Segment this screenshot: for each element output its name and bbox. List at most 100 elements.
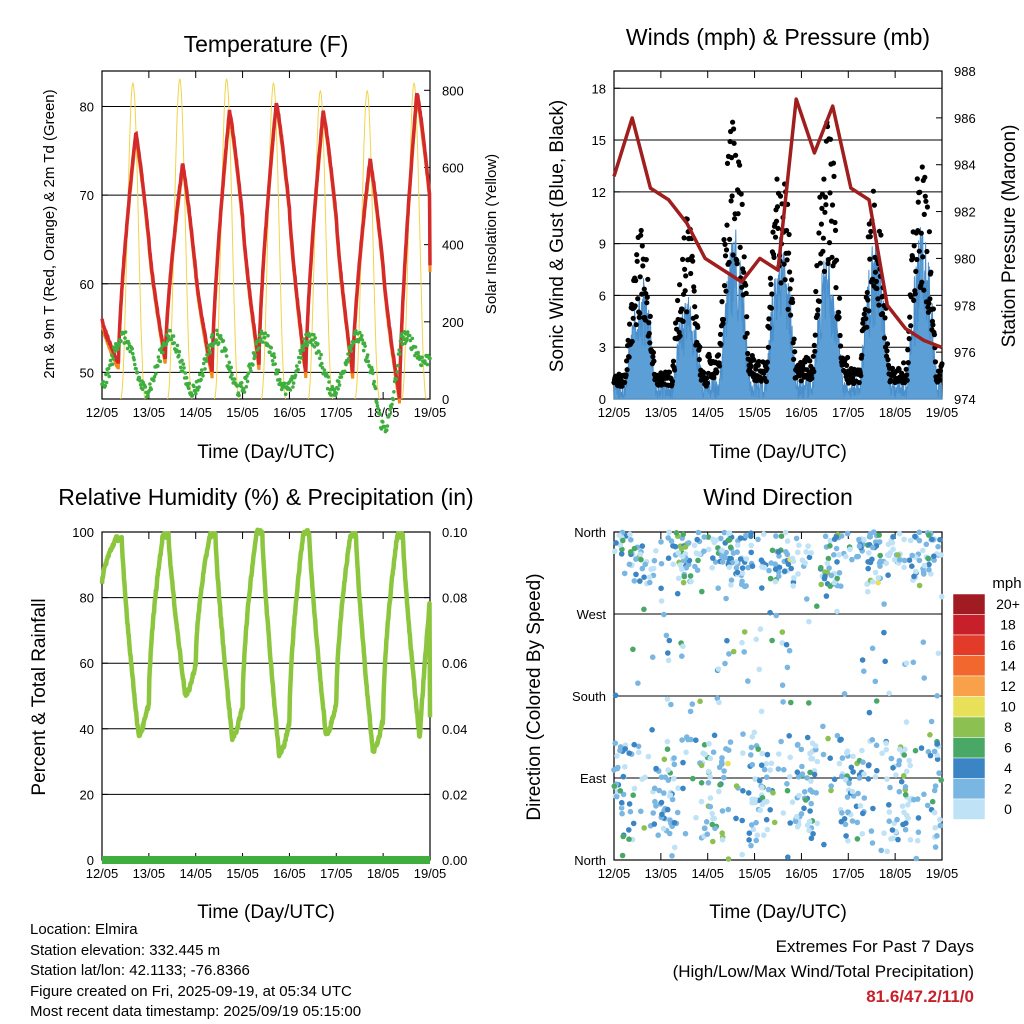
direction-dot bbox=[674, 590, 681, 597]
dewpoint-dot bbox=[327, 380, 331, 384]
gust-dot bbox=[723, 288, 729, 294]
direction-dot bbox=[749, 734, 756, 740]
humidity-x-label: Time (Day/UTC) bbox=[197, 902, 335, 923]
gust-dot bbox=[689, 253, 695, 259]
direction-dot bbox=[935, 650, 942, 657]
gust-dot bbox=[730, 119, 736, 125]
direction-y-tick-label: West bbox=[577, 607, 607, 622]
gust-dot bbox=[827, 136, 834, 142]
direction-dot bbox=[855, 790, 861, 797]
direction-dot bbox=[651, 821, 658, 827]
legend-label: 18 bbox=[1000, 617, 1016, 633]
direction-dot bbox=[785, 561, 792, 567]
direction-dot bbox=[658, 539, 664, 545]
gust-dot bbox=[905, 347, 911, 353]
direction-dot bbox=[680, 643, 686, 650]
gust-dot bbox=[642, 317, 648, 323]
direction-dot bbox=[866, 550, 872, 556]
direction-dot bbox=[618, 805, 625, 811]
direction-dot bbox=[869, 840, 876, 846]
direction-dot bbox=[659, 811, 665, 818]
direction-dot bbox=[679, 653, 685, 659]
direction-dot bbox=[804, 734, 811, 741]
gust-dot bbox=[756, 358, 762, 365]
humidity-y-label-left: Percent & Total Rainfall bbox=[29, 598, 50, 795]
direction-x-tick-label: 15/05 bbox=[738, 866, 771, 881]
gust-dot bbox=[627, 321, 633, 327]
direction-dot bbox=[799, 771, 806, 777]
gust-dot bbox=[636, 314, 642, 320]
direction-dot bbox=[865, 565, 871, 572]
direction-dot bbox=[872, 774, 879, 780]
direction-dot bbox=[839, 755, 846, 761]
direction-dot bbox=[758, 708, 765, 715]
direction-dot bbox=[761, 799, 768, 805]
direction-dot bbox=[755, 746, 761, 752]
dewpoint-dot bbox=[215, 328, 219, 333]
direction-dot bbox=[681, 573, 688, 580]
gust-dot bbox=[874, 285, 880, 292]
direction-dot bbox=[923, 541, 930, 548]
direction-dot bbox=[937, 822, 944, 829]
dewpoint-dot bbox=[299, 356, 304, 360]
dewpoint-dot bbox=[133, 362, 137, 367]
direction-dot bbox=[793, 813, 800, 820]
gust-dot bbox=[904, 372, 910, 378]
gust-dot bbox=[915, 199, 921, 205]
dewpoint-dot bbox=[242, 390, 247, 394]
gust-dot bbox=[820, 248, 826, 254]
direction-dot bbox=[890, 534, 896, 540]
gust-dot bbox=[812, 348, 818, 354]
direction-dot bbox=[707, 803, 714, 810]
direction-dot bbox=[905, 815, 911, 821]
dewpoint-dot bbox=[119, 339, 123, 343]
gust-dot bbox=[836, 314, 842, 320]
legend-label: 2 bbox=[1004, 781, 1012, 797]
direction-dot bbox=[697, 698, 703, 705]
dewpoint-dot bbox=[275, 371, 280, 376]
direction-dot bbox=[810, 831, 816, 837]
dewpoint-dot bbox=[295, 364, 299, 368]
extremes-subtitle: (High/Low/Max Wind/Total Precipitation) bbox=[672, 962, 974, 981]
gust-dot bbox=[896, 366, 902, 372]
gust-dot bbox=[867, 234, 873, 240]
direction-dot bbox=[671, 761, 678, 768]
gust-dot bbox=[791, 356, 797, 362]
gust-dot bbox=[838, 343, 844, 349]
direction-dot bbox=[885, 572, 891, 578]
dewpoint-dot bbox=[304, 340, 309, 344]
direction-dot bbox=[699, 588, 705, 595]
direction-dot bbox=[839, 810, 845, 816]
gust-dot bbox=[733, 152, 739, 158]
dewpoint-dot bbox=[257, 333, 262, 338]
dewpoint-dot bbox=[218, 334, 223, 338]
gust-dot bbox=[650, 349, 657, 356]
direction-dot bbox=[733, 815, 739, 822]
direction-dot bbox=[911, 796, 917, 803]
direction-dot bbox=[702, 751, 708, 758]
gust-dot bbox=[751, 357, 757, 363]
direction-dot bbox=[626, 801, 633, 807]
direction-dot bbox=[758, 557, 765, 563]
gust-dot bbox=[844, 362, 850, 368]
direction-dot bbox=[622, 746, 628, 752]
direction-dot bbox=[752, 776, 758, 782]
gust-dot bbox=[921, 211, 927, 217]
direction-dot bbox=[631, 578, 638, 584]
direction-dot bbox=[622, 764, 628, 770]
direction-dot bbox=[781, 568, 788, 574]
dewpoint-dot bbox=[221, 339, 226, 343]
legend-label: 6 bbox=[1004, 740, 1012, 756]
winds-y-tick-label: 0 bbox=[599, 392, 606, 407]
direction-dot bbox=[931, 809, 938, 816]
gust-dot bbox=[907, 314, 913, 320]
direction-dot bbox=[719, 836, 726, 843]
gust-dot bbox=[905, 360, 911, 366]
dewpoint-dot bbox=[300, 344, 305, 348]
direction-dot bbox=[929, 536, 935, 543]
gust-dot bbox=[741, 269, 747, 275]
direction-dot bbox=[899, 803, 906, 809]
dewpoint-dot bbox=[428, 356, 432, 361]
gust-dot bbox=[744, 314, 750, 320]
gust-dot bbox=[731, 126, 737, 132]
